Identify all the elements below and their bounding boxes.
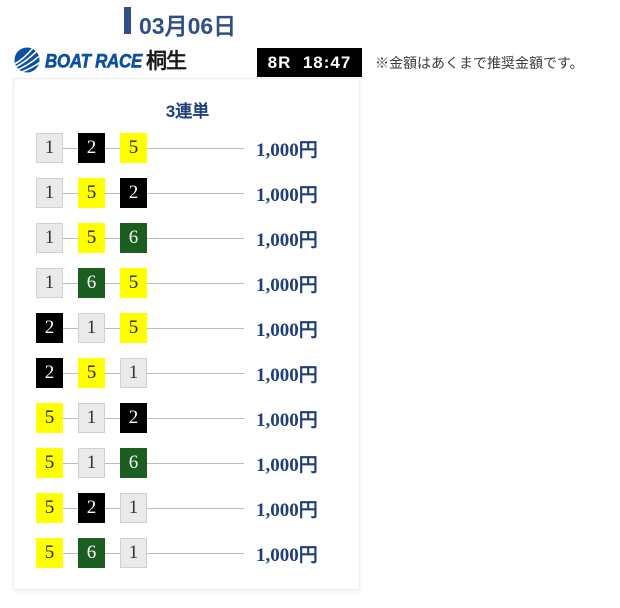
svg-text:BOAT RACE: BOAT RACE: [45, 52, 143, 73]
svg-text:桐生: 桐生: [146, 49, 187, 73]
